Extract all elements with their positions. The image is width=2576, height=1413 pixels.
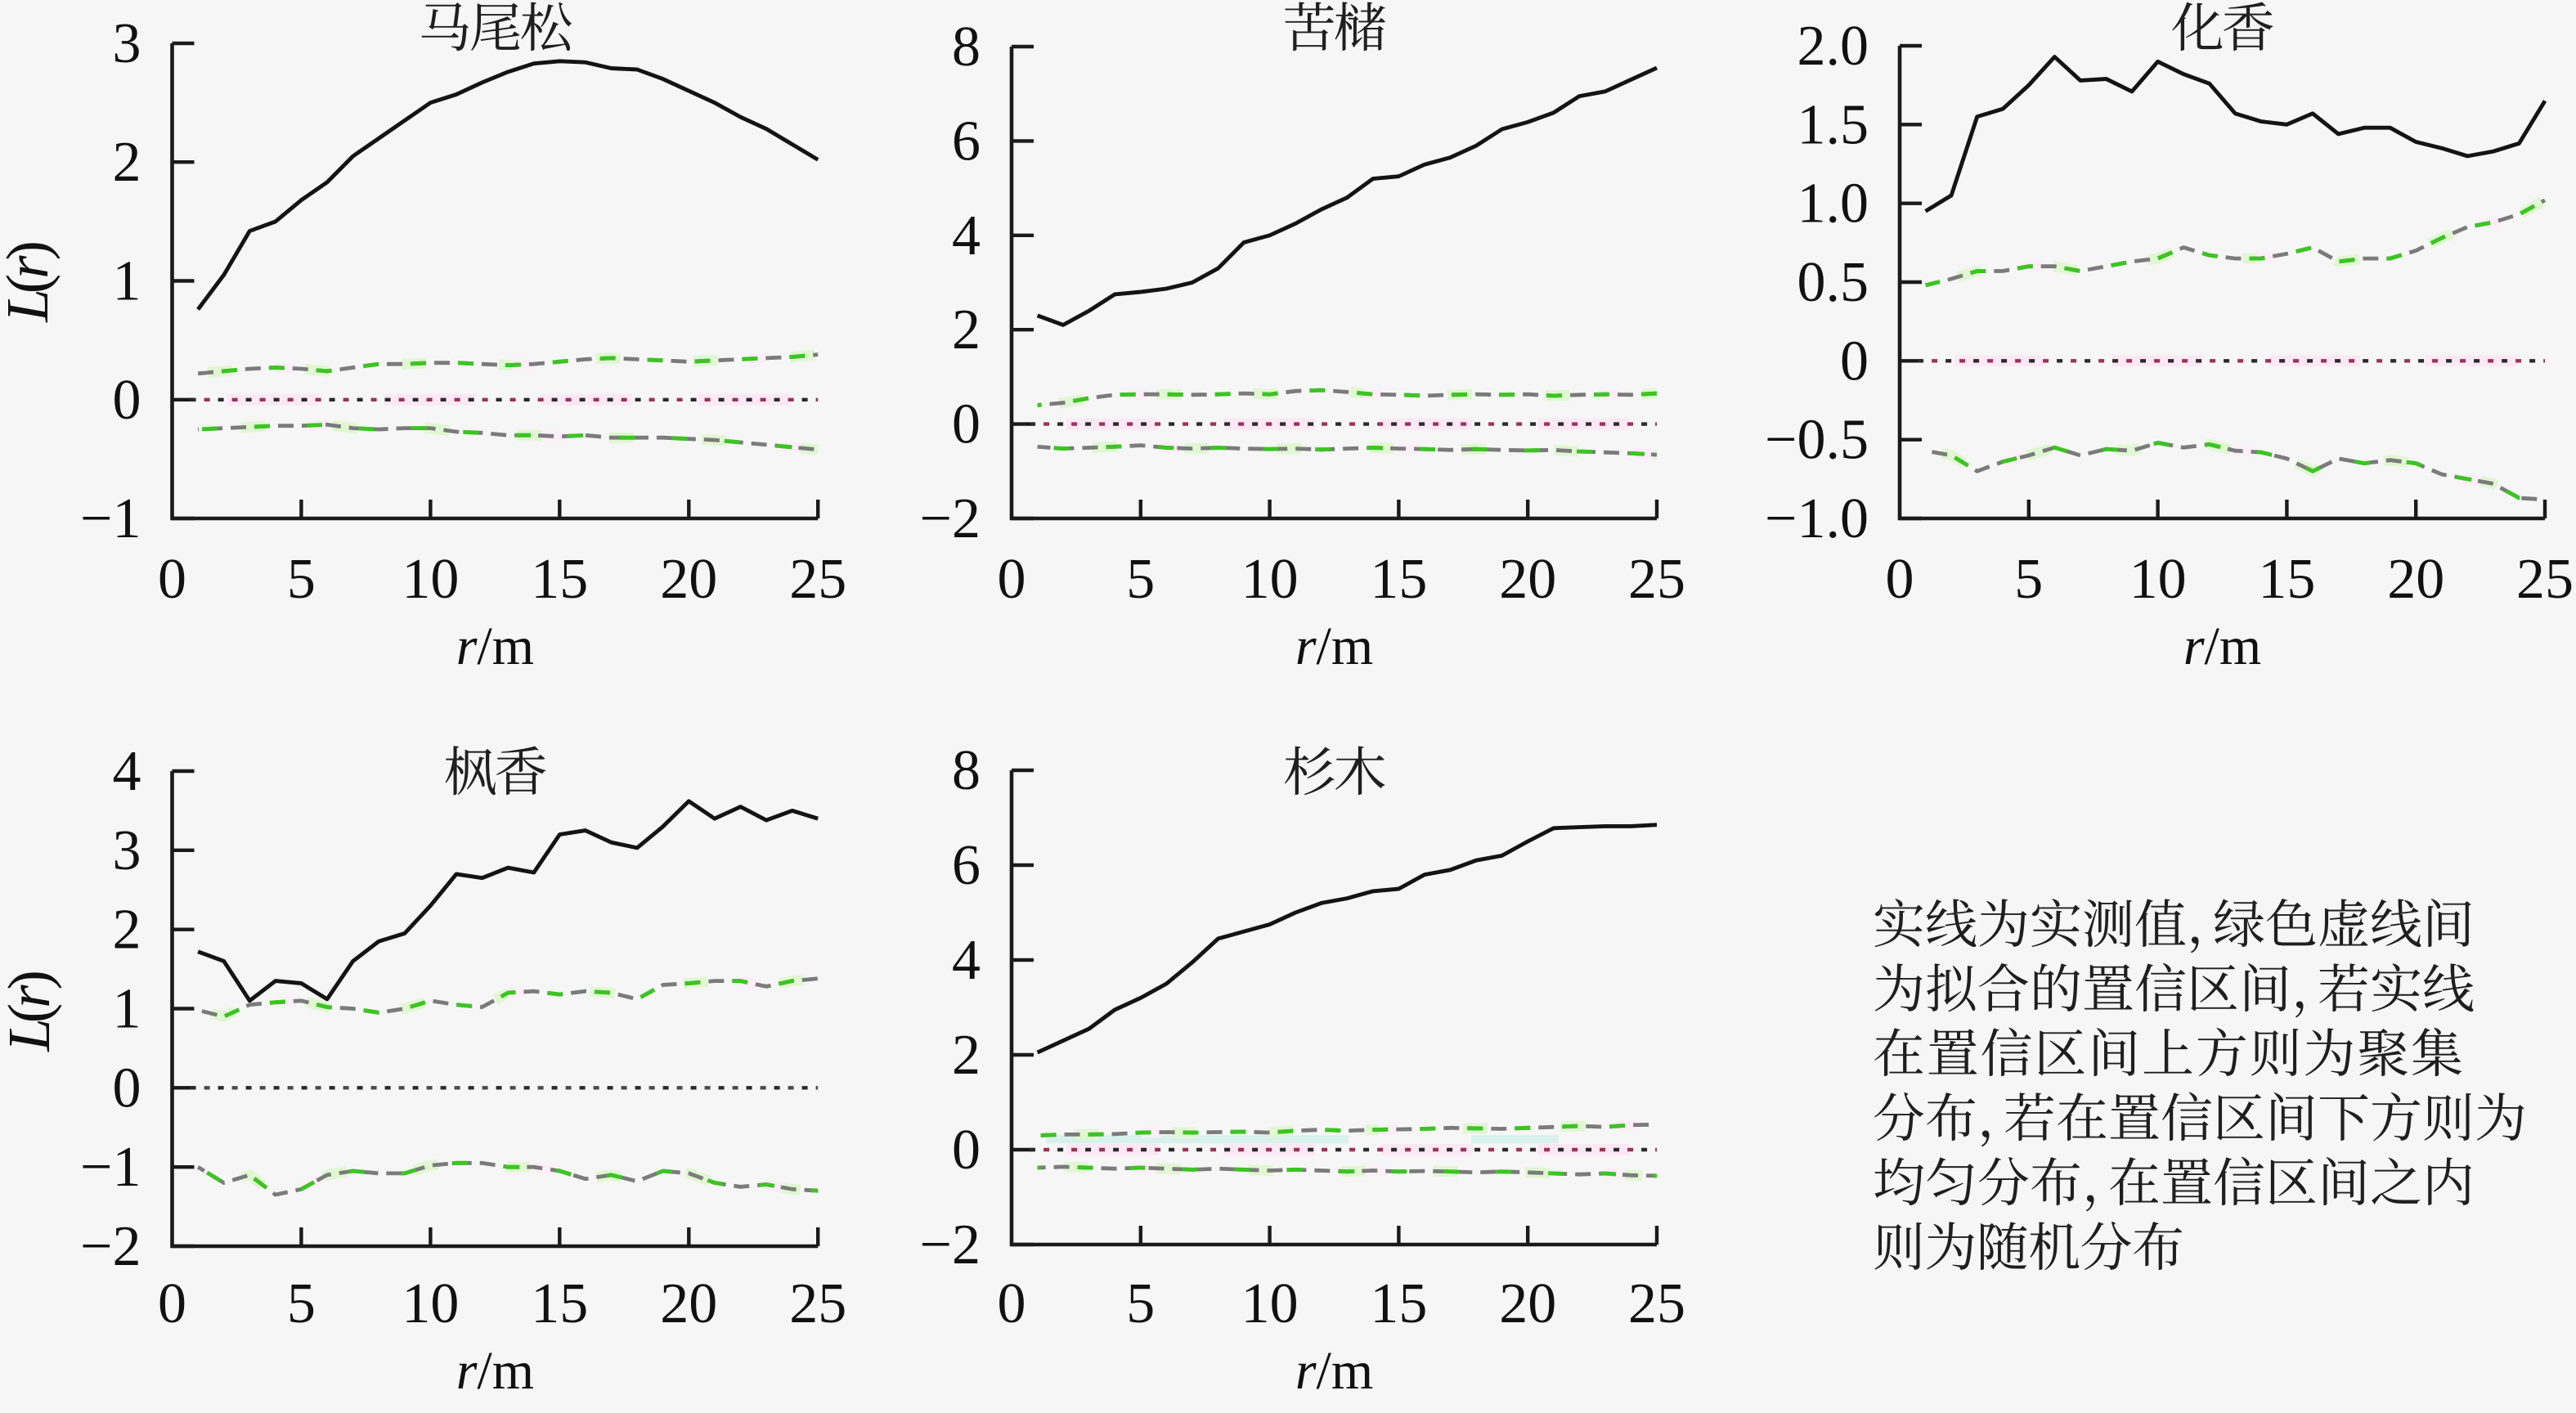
svg-text:r/m: r/m — [456, 617, 534, 676]
svg-text:r/m: r/m — [1295, 617, 1373, 676]
svg-text:25: 25 — [1628, 1272, 1685, 1335]
svg-text:−2: −2 — [920, 487, 981, 550]
svg-text:r/m: r/m — [2183, 617, 2261, 676]
svg-text:8: 8 — [952, 16, 981, 78]
svg-text:0: 0 — [113, 1056, 141, 1119]
svg-text:−1: −1 — [80, 487, 141, 550]
svg-text:10: 10 — [402, 548, 459, 611]
svg-text:6: 6 — [952, 834, 981, 897]
svg-text:5: 5 — [287, 548, 316, 611]
svg-text:20: 20 — [1499, 1272, 1556, 1335]
svg-text:0: 0 — [1840, 330, 1869, 392]
svg-text:5: 5 — [2014, 548, 2043, 611]
svg-text:−1.0: −1.0 — [1765, 487, 1869, 550]
svg-text:5: 5 — [1126, 548, 1155, 611]
svg-text:25: 25 — [1628, 548, 1685, 611]
svg-text:15: 15 — [531, 548, 588, 611]
svg-text:0: 0 — [952, 1119, 981, 1182]
svg-text:1.0: 1.0 — [1797, 173, 1869, 236]
svg-text:20: 20 — [660, 548, 717, 611]
svg-text:−0.5: −0.5 — [1765, 409, 1869, 472]
svg-text:r/m: r/m — [456, 1341, 534, 1401]
svg-text:4: 4 — [952, 204, 981, 267]
svg-text:20: 20 — [1499, 548, 1556, 611]
svg-text:0: 0 — [998, 548, 1026, 611]
svg-text:3: 3 — [113, 819, 141, 882]
svg-text:3: 3 — [113, 12, 141, 75]
svg-text:15: 15 — [1370, 548, 1427, 611]
svg-text:2: 2 — [113, 131, 141, 194]
svg-text:4: 4 — [113, 740, 141, 803]
svg-text:0: 0 — [158, 1272, 186, 1335]
svg-text:−1: −1 — [80, 1136, 141, 1199]
svg-text:20: 20 — [660, 1272, 717, 1335]
svg-text:0.5: 0.5 — [1797, 251, 1869, 314]
svg-text:15: 15 — [2258, 548, 2315, 611]
svg-text:0: 0 — [113, 369, 141, 432]
svg-text:10: 10 — [1241, 1272, 1299, 1335]
svg-text:1.5: 1.5 — [1797, 93, 1869, 156]
svg-text:−2: −2 — [920, 1213, 981, 1276]
svg-text:−2: −2 — [80, 1215, 141, 1278]
svg-text:5: 5 — [1126, 1272, 1155, 1335]
svg-text:25: 25 — [789, 548, 846, 611]
svg-text:2: 2 — [113, 899, 141, 962]
svg-text:0: 0 — [952, 393, 981, 456]
svg-text:L(r): L(r) — [0, 242, 61, 322]
svg-text:L(r): L(r) — [0, 971, 62, 1052]
svg-text:r/m: r/m — [1295, 1341, 1373, 1401]
svg-text:6: 6 — [952, 110, 981, 173]
svg-text:0: 0 — [998, 1272, 1026, 1335]
svg-text:25: 25 — [2516, 548, 2574, 611]
svg-text:8: 8 — [952, 739, 981, 802]
svg-text:1: 1 — [113, 250, 141, 313]
svg-text:15: 15 — [1370, 1272, 1427, 1335]
svg-text:0: 0 — [158, 548, 186, 611]
svg-text:25: 25 — [789, 1272, 846, 1335]
svg-text:10: 10 — [2129, 548, 2187, 611]
svg-text:15: 15 — [531, 1272, 588, 1335]
svg-text:10: 10 — [402, 1272, 459, 1335]
svg-text:2: 2 — [952, 1024, 981, 1087]
svg-text:0: 0 — [1886, 548, 1914, 611]
svg-text:2.0: 2.0 — [1797, 15, 1869, 78]
svg-text:10: 10 — [1241, 548, 1299, 611]
svg-text:20: 20 — [2387, 548, 2444, 611]
svg-text:4: 4 — [952, 929, 981, 992]
svg-text:2: 2 — [952, 298, 981, 361]
svg-text:1: 1 — [113, 978, 141, 1041]
svg-text:5: 5 — [287, 1272, 316, 1335]
